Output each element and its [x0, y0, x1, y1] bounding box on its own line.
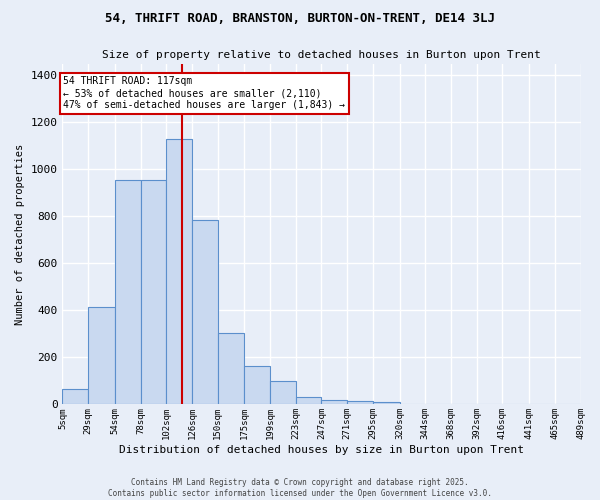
Bar	[140, 180, 166, 404]
Bar	[115, 180, 140, 404]
Bar	[270, 381, 296, 404]
Bar	[296, 398, 322, 404]
Text: Contains HM Land Registry data © Crown copyright and database right 2025.
Contai: Contains HM Land Registry data © Crown c…	[108, 478, 492, 498]
X-axis label: Distribution of detached houses by size in Burton upon Trent: Distribution of detached houses by size …	[119, 445, 524, 455]
Bar	[322, 400, 347, 404]
Bar	[166, 139, 192, 404]
Bar	[373, 402, 400, 404]
Text: 54 THRIFT ROAD: 117sqm
← 53% of detached houses are smaller (2,110)
47% of semi-: 54 THRIFT ROAD: 117sqm ← 53% of detached…	[64, 76, 346, 110]
Bar	[88, 307, 115, 404]
Title: Size of property relative to detached houses in Burton upon Trent: Size of property relative to detached ho…	[102, 50, 541, 60]
Bar	[192, 220, 218, 404]
Y-axis label: Number of detached properties: Number of detached properties	[15, 144, 25, 324]
Bar	[347, 401, 373, 404]
Bar	[218, 332, 244, 404]
Text: 54, THRIFT ROAD, BRANSTON, BURTON-ON-TRENT, DE14 3LJ: 54, THRIFT ROAD, BRANSTON, BURTON-ON-TRE…	[105, 12, 495, 26]
Bar	[244, 366, 270, 405]
Bar	[62, 389, 88, 404]
